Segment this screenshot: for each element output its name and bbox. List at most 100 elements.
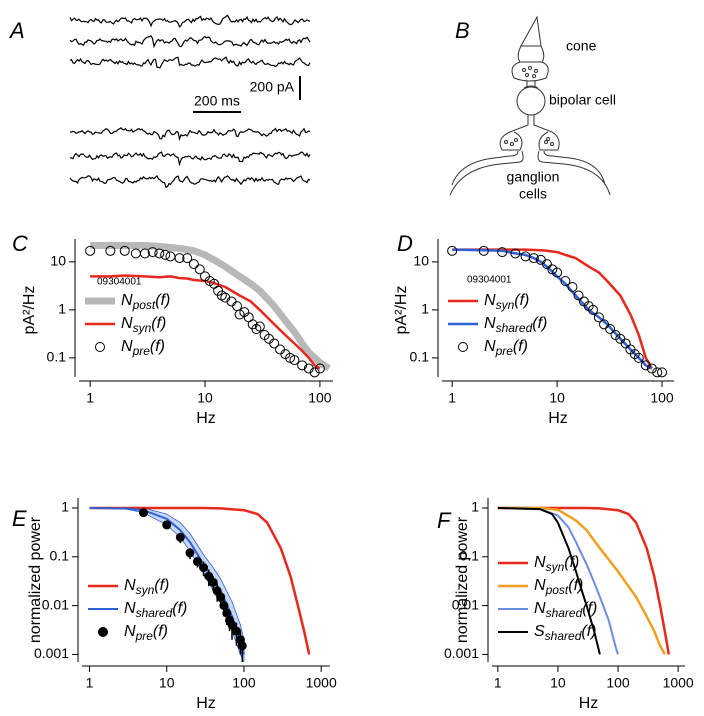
- legend-label: Npre(f): [121, 338, 165, 358]
- series-line: [497, 507, 601, 655]
- y-axis-title: pA²/Hz: [393, 286, 410, 335]
- data-circle: [652, 367, 663, 378]
- scale-label: 200 pA: [250, 79, 295, 95]
- data-circle: [119, 245, 130, 256]
- x-tick-label: 1: [448, 390, 456, 406]
- data-circle: [275, 344, 286, 355]
- trace: [69, 151, 311, 167]
- y-axis-title: pA²/Hz: [21, 286, 38, 335]
- x-axis-title: Hz: [196, 410, 216, 427]
- data-circle: [105, 245, 116, 256]
- legend-label: Nsyn(f): [484, 292, 529, 312]
- y-tick-label: 1: [421, 301, 429, 317]
- legend-label: Nsyn(f): [534, 554, 579, 574]
- y-tick-label: 0.1: [460, 547, 480, 563]
- data-circle: [139, 248, 150, 259]
- diagram-label: bipolar cell: [549, 92, 616, 108]
- series-line: [90, 242, 331, 372]
- y-tick-label: 1: [61, 499, 69, 515]
- series-line: [89, 506, 311, 655]
- data-circle: [657, 367, 668, 378]
- data-dot: [199, 563, 209, 573]
- data-circle: [309, 367, 320, 378]
- y-tick-label: 10: [413, 253, 429, 269]
- y-tick-label: 0.1: [410, 349, 430, 365]
- x-tick-label: 10: [550, 675, 566, 691]
- data-dot: [237, 641, 247, 651]
- diagram-label: cells: [519, 186, 547, 202]
- legend-label: Sshared(f): [534, 623, 596, 643]
- y-tick-label: 0.001: [34, 645, 69, 661]
- y-tick-label: 1: [471, 499, 479, 515]
- x-tick-label: 10: [197, 390, 213, 406]
- data-circle: [646, 363, 657, 374]
- data-circle: [588, 304, 599, 315]
- data-circle: [234, 309, 245, 320]
- panel-letter: C: [12, 231, 28, 256]
- data-dot: [185, 548, 195, 558]
- annotation: 09304001: [97, 277, 142, 288]
- data-circle: [567, 281, 578, 292]
- data-circle: [147, 247, 158, 258]
- data-dot: [138, 508, 148, 518]
- data-circle: [510, 248, 521, 259]
- x-tick-label: 100: [232, 675, 256, 691]
- data-circle: [297, 360, 308, 371]
- legend-label: Npre(f): [484, 338, 528, 358]
- data-circle: [573, 290, 584, 301]
- series-line: [452, 248, 653, 370]
- series-line: [452, 248, 653, 370]
- data-circle: [605, 324, 616, 335]
- data-dot: [231, 626, 241, 636]
- x-tick-label: 1000: [306, 675, 337, 691]
- diagram-label: cone: [566, 38, 597, 54]
- data-circle: [629, 349, 640, 360]
- data-circle: [154, 248, 165, 259]
- series-line: [90, 274, 321, 370]
- data-circle: [497, 247, 508, 258]
- data-circle: [269, 338, 280, 349]
- data-circle: [593, 312, 604, 323]
- y-tick-label: 0.01: [452, 596, 479, 612]
- data-circle: [447, 245, 458, 256]
- trace: [69, 56, 311, 69]
- x-tick-label: 1: [86, 390, 94, 406]
- data-dot: [175, 532, 185, 542]
- trace: [69, 127, 311, 141]
- data-circle: [85, 245, 96, 256]
- x-tick-label: 100: [650, 390, 674, 406]
- data-dot: [219, 601, 229, 611]
- data-dot: [192, 557, 202, 567]
- y-tick-label: 0.1: [50, 547, 70, 563]
- series-line: [497, 506, 671, 655]
- panel-letter: E: [12, 506, 27, 531]
- trace: [69, 174, 311, 189]
- x-tick-label: 10: [159, 675, 175, 691]
- x-tick-label: 10: [549, 390, 565, 406]
- x-tick-label: 100: [606, 675, 630, 691]
- x-axis-title: Hz: [548, 410, 568, 427]
- cell-diagram: [449, 15, 611, 196]
- data-circle: [541, 259, 552, 270]
- y-axis-title: normalized power: [27, 516, 44, 643]
- data-circle: [130, 248, 141, 259]
- data-circle: [194, 264, 205, 275]
- legend-swatch: [98, 627, 108, 637]
- data-circle: [182, 253, 193, 264]
- y-tick-label: 10: [50, 253, 66, 269]
- legend-label: Npost(f): [121, 292, 170, 312]
- data-circle: [232, 301, 243, 312]
- legend-swatch: [458, 342, 468, 352]
- annotation: 09304001: [467, 275, 512, 286]
- panel-letter: A: [8, 18, 25, 43]
- data-circle: [188, 259, 199, 270]
- data-dot: [208, 577, 218, 587]
- trace: [69, 14, 311, 28]
- data-circle: [289, 355, 300, 366]
- y-axis-title: normalized power: [454, 516, 471, 643]
- panel-letter: B: [455, 18, 470, 43]
- x-tick-label: 1: [494, 675, 502, 691]
- panel-letter: D: [397, 231, 413, 256]
- data-circle: [251, 324, 262, 335]
